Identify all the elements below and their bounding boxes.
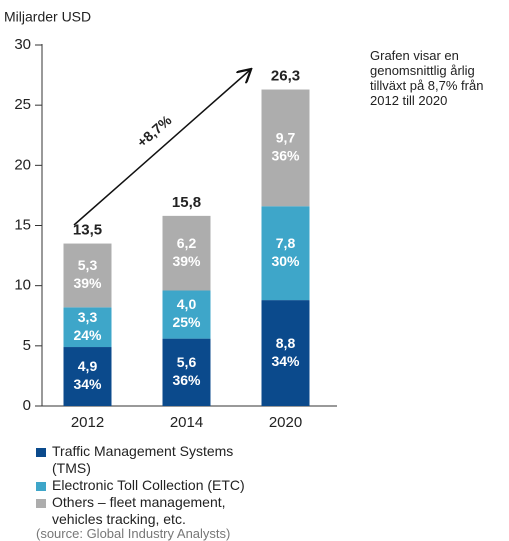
bar-segment <box>63 307 112 348</box>
legend-label: Electronic Toll Collection (ETC) <box>52 477 245 493</box>
bar-segment <box>261 300 310 406</box>
percent-label: 25% <box>172 314 201 330</box>
legend-item: Others – fleet management, vehicles trac… <box>36 494 251 528</box>
percent-label: 39% <box>73 275 102 291</box>
y-tick-label: 10 <box>14 277 31 294</box>
x-tick-label: 2014 <box>170 414 203 431</box>
legend-label: Others – fleet management, vehicles trac… <box>52 494 226 527</box>
y-tick-label: 25 <box>14 96 31 113</box>
y-tick-label: 0 <box>23 397 31 414</box>
bar-segment <box>261 89 310 207</box>
source: (source: Global Industry Analysts) <box>36 526 231 541</box>
value-label: 5,3 <box>78 257 98 273</box>
value-label: 5,6 <box>177 354 197 370</box>
percent-label: 36% <box>172 372 201 388</box>
bar-segment <box>162 338 211 406</box>
value-label: 3,3 <box>78 309 98 325</box>
y-tick-label: 5 <box>23 337 31 354</box>
percent-label: 34% <box>73 376 102 392</box>
legend-item: Electronic Toll Collection (ETC) <box>36 477 251 494</box>
value-label: 6,2 <box>177 235 197 251</box>
bar-segment <box>63 347 112 406</box>
value-label: 8,8 <box>276 335 296 351</box>
percent-label: 34% <box>271 353 300 369</box>
growth-arrow <box>73 70 250 226</box>
legend: Traffic Management Systems (TMS) Electron… <box>36 443 251 528</box>
bar-segment <box>162 215 211 291</box>
total-label: 15,8 <box>172 194 201 211</box>
y-axis-label: Miljarder USD <box>4 9 91 25</box>
note: Grafen visar en genomsnittlig årlig till… <box>370 48 484 108</box>
y-tick-label: 20 <box>14 156 31 173</box>
total-label: 26,3 <box>271 67 300 84</box>
growth-annotation: +8,7% <box>134 111 175 150</box>
value-label: 4,0 <box>177 296 197 312</box>
bar-segment <box>63 243 112 308</box>
value-label: 4,9 <box>78 358 98 374</box>
value-label: 7,8 <box>276 235 296 251</box>
value-label: 9,7 <box>276 130 296 146</box>
legend-swatch <box>36 482 46 491</box>
bar-segment <box>162 290 211 339</box>
y-tick-label: 15 <box>14 216 31 233</box>
percent-label: 39% <box>172 253 201 269</box>
legend-item: Traffic Management Systems (TMS) <box>36 443 251 477</box>
total-label: 13,5 <box>73 222 102 239</box>
percent-label: 36% <box>271 148 300 164</box>
legend-label: Traffic Management Systems (TMS) <box>52 443 234 476</box>
percent-label: 24% <box>73 327 102 343</box>
percent-label: 30% <box>271 253 300 269</box>
legend-swatch <box>36 499 46 508</box>
y-tick-label: 30 <box>14 36 31 53</box>
x-tick-label: 2012 <box>71 414 104 431</box>
legend-swatch <box>36 448 46 457</box>
x-tick-label: 2020 <box>269 414 302 431</box>
bar-segment <box>261 206 310 301</box>
